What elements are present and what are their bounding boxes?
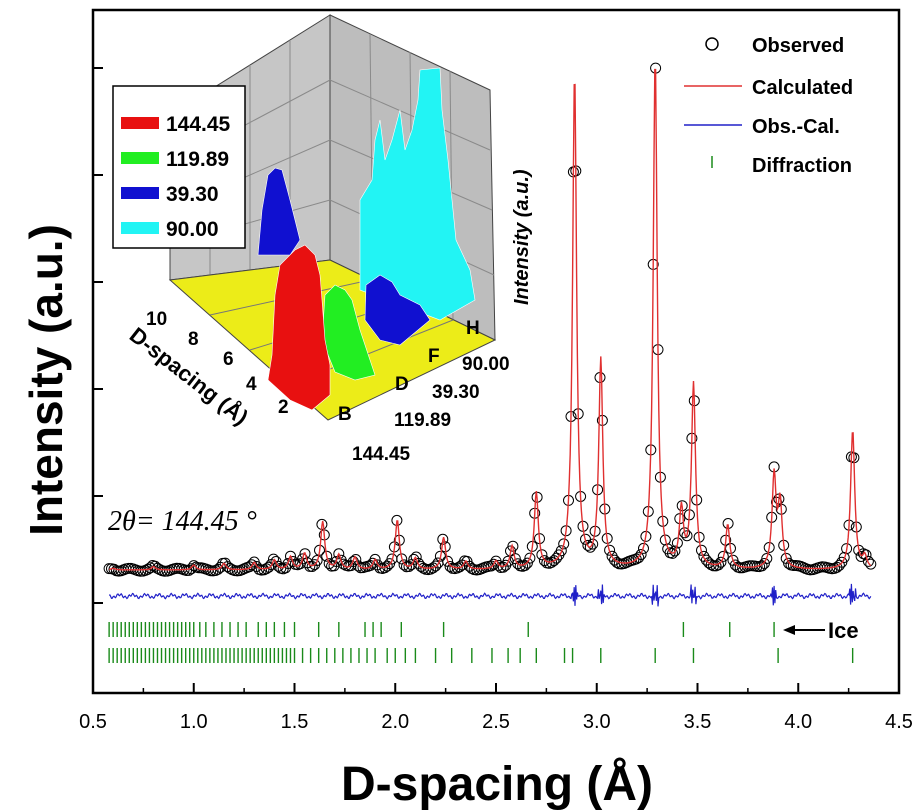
calculated-line	[108, 68, 872, 571]
x-tick-label: 2.5	[482, 711, 510, 733]
inset-letter-D: D	[395, 374, 409, 395]
x-tick-label: 3.0	[583, 711, 611, 733]
observed-point	[717, 550, 729, 562]
diffraction-ticks	[108, 622, 854, 663]
inset-tick-8: 8	[188, 329, 199, 350]
observed-point	[865, 558, 877, 570]
observed-point	[398, 559, 410, 571]
observed-point	[524, 552, 536, 564]
x-tick-label: 1.5	[281, 711, 309, 733]
observed-point	[635, 549, 647, 560]
inset-legend-cyan-label: 90.00	[166, 218, 219, 241]
x-axis-label: D-spacing (Å)	[341, 757, 653, 811]
observed-point	[536, 549, 548, 561]
ice-label: Ice	[828, 618, 859, 643]
observed-point	[434, 550, 446, 562]
observed-point	[521, 557, 533, 569]
inset-letter-B: B	[338, 404, 352, 425]
inset-series-green	[321, 284, 376, 381]
inset-series-red	[267, 244, 331, 411]
observed-point	[671, 537, 683, 549]
x-tick-label: 1.0	[180, 711, 208, 733]
inset-letter-H: H	[466, 318, 480, 339]
theta-annotation: 2θ= 144.45 °	[108, 506, 257, 537]
observed-point	[587, 538, 599, 550]
inset-legend-red-label: 144.45	[166, 113, 231, 136]
inset-legend-red	[121, 117, 159, 129]
inset-legend-blue	[121, 187, 159, 199]
observed-point	[862, 555, 874, 567]
legend-observed-label: Observed	[752, 35, 844, 57]
y-axis-label: Intensity (a.u.)	[20, 224, 72, 536]
inset-y-axis-label: Intensity (a.u.)	[511, 169, 533, 305]
observed-point	[285, 550, 296, 562]
observed-point	[558, 538, 570, 550]
x-tick-label: 2.0	[381, 711, 409, 733]
observed-point	[758, 558, 770, 569]
legend-diffraction-label: Diffraction	[752, 155, 852, 177]
inset-3d-plot: 144.45 119.89 39.30 90.00 10 8 6 4 2 D-s…	[112, 14, 533, 465]
x-tick-label: 0.5	[79, 711, 107, 733]
observed-point	[396, 553, 408, 565]
inset-letter-F: F	[428, 346, 440, 367]
series-group	[103, 62, 877, 607]
observed-point	[555, 545, 567, 557]
observed-point	[584, 541, 596, 553]
observed-point	[715, 556, 727, 568]
inset-value-144: 144.45	[352, 444, 411, 465]
x-tick-label: 4.5	[885, 711, 913, 733]
observed-point	[321, 550, 333, 562]
observed-point	[410, 551, 422, 563]
observed-point	[667, 547, 678, 559]
observed-point	[350, 554, 362, 565]
observed-point	[638, 542, 649, 554]
inset-tick-6: 6	[223, 349, 234, 370]
legend-obscal-label: Obs.-Cal.	[752, 116, 840, 138]
inset-tick-10: 10	[146, 309, 167, 330]
observed-point	[430, 560, 442, 572]
inset-series-blue	[257, 167, 431, 346]
legend-calculated-label: Calculated	[752, 77, 853, 99]
observed-point	[604, 544, 616, 556]
inset-value-90: 90.00	[462, 354, 510, 375]
main-legend: Observed Calculated Obs.-Cal. Diffractio…	[684, 35, 853, 177]
inset-tick-4: 4	[246, 374, 257, 395]
legend-observed-marker	[705, 37, 719, 51]
inset-series-cyan	[359, 67, 476, 321]
inset-legend-cyan	[121, 222, 159, 234]
inset-legend-green-label: 119.89	[166, 148, 229, 171]
inset-legend-blue-label: 39.30	[166, 183, 219, 206]
inset-tick-2: 2	[278, 397, 289, 418]
difference-line	[108, 583, 872, 607]
observed-point	[681, 530, 693, 542]
observed-point	[268, 553, 279, 565]
inset-value-39: 39.30	[432, 382, 480, 403]
observed-point	[696, 544, 707, 556]
x-tick-label: 4.0	[784, 711, 812, 733]
observed-point	[582, 539, 594, 551]
observed-point	[761, 553, 773, 564]
observed-point	[333, 548, 345, 560]
inset-value-119: 119.89	[394, 410, 451, 431]
y-ticks	[93, 67, 103, 604]
x-tick-label: 3.5	[684, 711, 712, 733]
observed-point	[833, 559, 845, 571]
x-axis: 0.5 1.0 1.5 2.0 2.5 3.0 3.5 4.0 4.5	[79, 683, 913, 733]
observed-point	[369, 553, 381, 565]
inset-legend-green	[121, 152, 159, 164]
ice-marker: Ice	[783, 618, 859, 643]
observed-point	[311, 555, 323, 566]
observed-point	[841, 543, 853, 555]
observed-point	[633, 552, 645, 564]
inset-legend-box	[112, 85, 246, 249]
